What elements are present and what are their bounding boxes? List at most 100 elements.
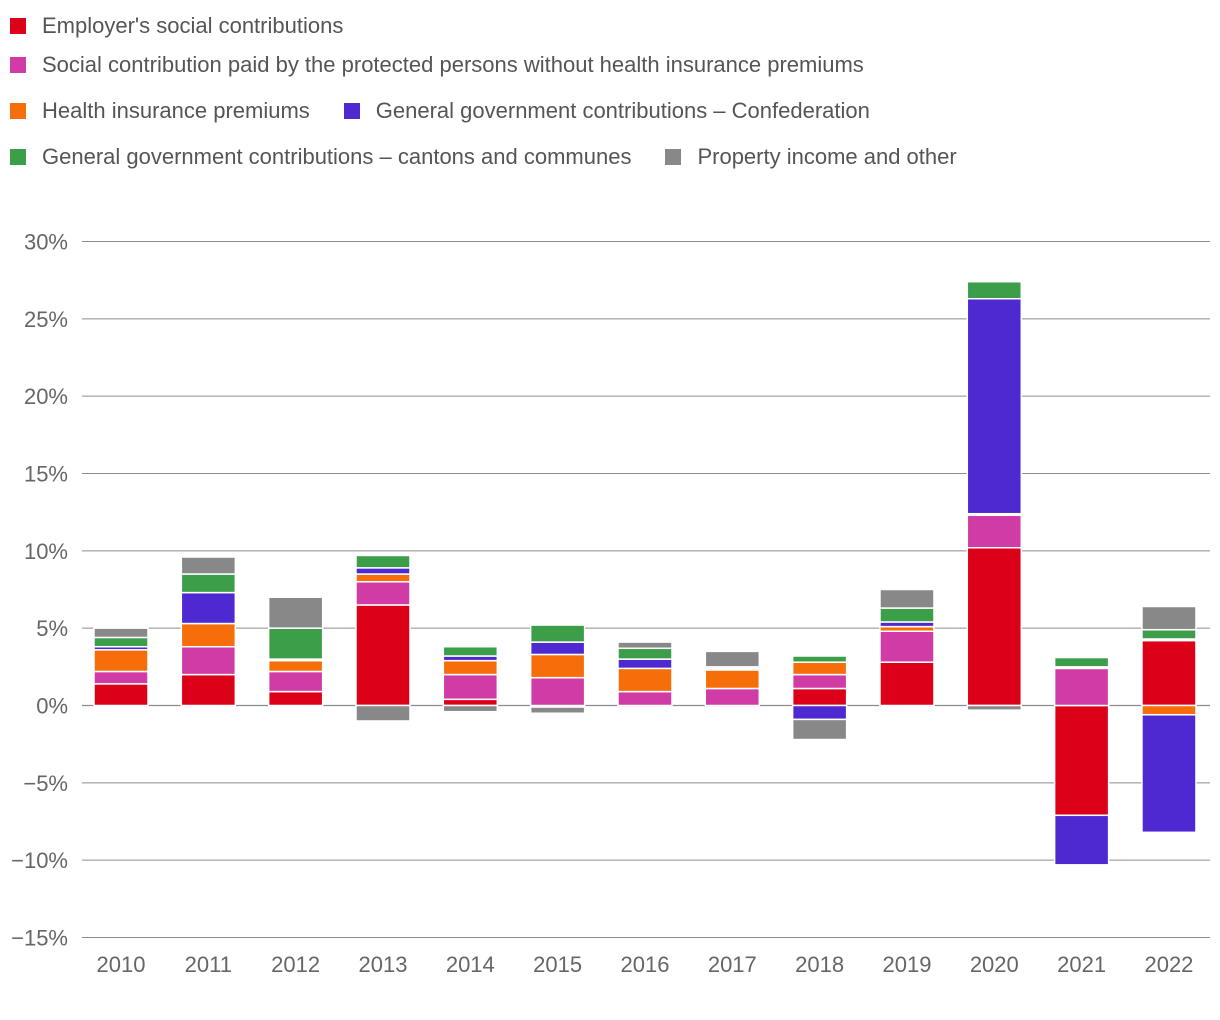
- bar-segment-protected: [791, 673, 848, 690]
- legend-item-employer: Employer's social contributions: [10, 13, 343, 39]
- bar-segment-cantons: [355, 554, 411, 569]
- legend-swatch-employer: [10, 18, 26, 34]
- bar-segment-employer: [1141, 639, 1197, 707]
- bar-segment-health: [791, 661, 848, 676]
- bar-segment-employer: [267, 690, 324, 707]
- bar-segment-health: [1141, 704, 1197, 716]
- legend-item-cantons: General government contributions – canto…: [10, 144, 631, 170]
- bar-segment-protected: [966, 514, 1023, 549]
- bar-segment-employer: [1053, 704, 1110, 817]
- x-tick-label: 2010: [97, 952, 146, 977]
- bar-segment-cantons: [93, 636, 149, 648]
- y-tick-label: −10%: [11, 848, 68, 873]
- bar-segment-employer: [879, 661, 935, 707]
- bar-segment-confed: [355, 567, 411, 575]
- legend-item-protected: Social contribution paid by the protecte…: [10, 52, 864, 78]
- bar-segment-cantons: [442, 645, 499, 657]
- bar-segment-employer: [442, 698, 499, 707]
- bar-segment-confed: [180, 591, 237, 625]
- legend-swatch-protected: [10, 57, 26, 73]
- bar-segment-employer: [93, 683, 149, 707]
- bar-segment-property: [529, 706, 586, 714]
- legend-swatch-cantons: [10, 149, 26, 165]
- bar-segment-health: [617, 667, 673, 693]
- bar-segment-property: [879, 588, 935, 609]
- y-tick-label: 20%: [24, 384, 68, 409]
- legend-row: General government contributions – canto…: [10, 134, 1210, 180]
- legend-label-cantons: General government contributions – canto…: [42, 144, 632, 169]
- bar-segment-property: [617, 641, 673, 650]
- legend-row: Health insurance premiums General govern…: [10, 88, 1210, 134]
- bar-segment-cantons: [180, 573, 237, 594]
- legend-item-confed: General government contributions – Confe…: [343, 98, 870, 124]
- bar-segment-health: [704, 669, 761, 690]
- bar-segment-cantons: [791, 655, 848, 663]
- x-tick-label: 2014: [446, 952, 495, 977]
- grid-layer: [82, 241, 1210, 938]
- y-tick-label: −15%: [11, 926, 68, 951]
- bar-segment-cantons: [879, 607, 935, 623]
- legend-label-health: Health insurance premiums: [42, 98, 310, 123]
- bar-segment-confed: [1141, 714, 1197, 834]
- bar-segment-health: [267, 659, 324, 673]
- bar-segment-cantons: [267, 627, 324, 660]
- bar-segment-confed: [617, 658, 673, 670]
- bar-segment-cantons: [1141, 628, 1197, 640]
- bar-segment-health: [529, 653, 586, 679]
- bar-segment-property: [1141, 605, 1197, 631]
- bar-segment-protected: [93, 670, 149, 685]
- bar-segment-employer: [966, 546, 1023, 707]
- legend-swatch-confed: [343, 103, 360, 119]
- x-tick-label: 2020: [970, 952, 1019, 977]
- bar-segment-health: [355, 573, 411, 583]
- x-axis: 2010 2011 2012 2013 2014 2015 2016 2017 2018 2019…: [97, 952, 1194, 977]
- legend-label-confed: General government contributions – Confe…: [375, 98, 870, 123]
- legend-label-property: Property income and other: [697, 144, 957, 169]
- y-tick-label: 30%: [24, 230, 68, 255]
- bar-segment-property: [442, 704, 499, 713]
- bar-segment-property: [966, 704, 1023, 711]
- x-tick-label: 2022: [1144, 952, 1193, 977]
- legend-label-employer: Employer's social contributions: [42, 13, 344, 38]
- bar-segment-protected: [180, 645, 237, 676]
- y-tick-label: 0%: [36, 694, 68, 719]
- bar-segment-protected: [879, 630, 935, 663]
- bar-segment-property: [267, 596, 324, 629]
- legend: Employer's social contributions Social c…: [10, 10, 1210, 180]
- x-tick-label: 2016: [621, 952, 670, 977]
- bar-segment-employer: [355, 604, 411, 707]
- x-tick-label: 2013: [359, 952, 408, 977]
- bar-segment-cantons: [1053, 656, 1110, 668]
- bar-segment-protected: [1053, 667, 1110, 707]
- bar-segment-property: [791, 718, 848, 741]
- bar-segment-confed: [791, 704, 848, 721]
- y-tick-label: −5%: [23, 771, 68, 796]
- bar-segment-property: [704, 650, 761, 668]
- bar-segment-protected: [617, 690, 673, 707]
- bar-layer: [93, 280, 1197, 866]
- legend-swatch-property: [665, 149, 682, 165]
- bar-segment-cantons: [529, 624, 586, 643]
- x-tick-label: 2019: [882, 952, 931, 977]
- bar-segment-health: [180, 622, 237, 648]
- bar-segment-property: [355, 704, 411, 722]
- bar-segment-property: [180, 556, 237, 575]
- y-tick-label: 10%: [24, 539, 68, 564]
- legend-item-property: Property income and other: [665, 144, 957, 170]
- bar-segment-protected: [355, 581, 411, 606]
- legend-row: Employer's social contributions: [10, 10, 1210, 42]
- bar-segment-employer: [180, 673, 237, 707]
- bar-segment-cantons: [617, 647, 673, 660]
- x-tick-label: 2018: [795, 952, 844, 977]
- bar-segment-confed: [529, 641, 586, 656]
- bar-segment-health: [93, 649, 149, 673]
- legend-row: Social contribution paid by the protecte…: [10, 42, 1210, 88]
- bar-segment-protected: [267, 670, 324, 693]
- y-tick-label: 5%: [36, 616, 68, 641]
- bar-segment-protected: [529, 676, 586, 707]
- x-tick-label: 2021: [1057, 952, 1106, 977]
- bar-segment-confed: [966, 297, 1023, 515]
- legend-swatch-health: [10, 103, 26, 119]
- bar-segment-cantons: [966, 280, 1023, 300]
- bar-segment-protected: [704, 687, 761, 707]
